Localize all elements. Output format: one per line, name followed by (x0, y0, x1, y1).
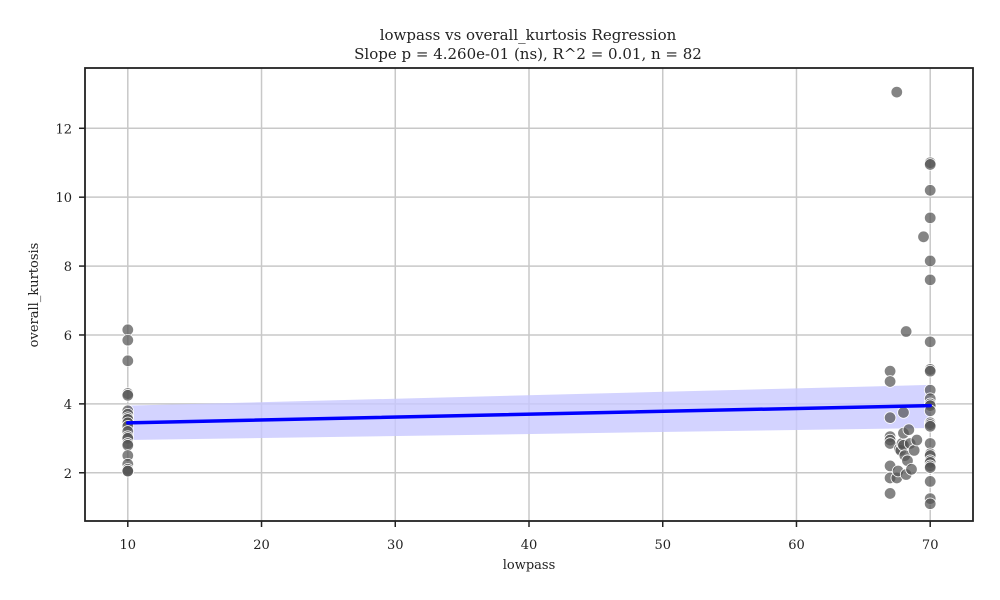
axis-ticks: 10 20 30 40 50 60 70 2 4 6 8 10 12 (55, 122, 938, 553)
data-point (917, 230, 930, 243)
data-point (905, 463, 918, 476)
x-tick-label: 10 (120, 538, 137, 553)
data-point (924, 184, 937, 197)
chart-subtitle: Slope p = 4.260e-01 (ns), R^2 = 0.01, n … (354, 45, 702, 63)
data-point (897, 406, 910, 419)
regression-line-group (126, 403, 932, 425)
data-point (121, 323, 134, 337)
data-point (924, 497, 937, 510)
regression-line (126, 403, 932, 425)
y-axis-label: overall_kurtosis (27, 243, 42, 348)
y-tick-label: 8 (64, 260, 72, 275)
x-tick-label: 30 (387, 538, 404, 553)
data-point (924, 335, 937, 349)
data-point (924, 437, 937, 450)
data-point (121, 333, 134, 347)
x-axis-label: lowpass (503, 558, 556, 573)
data-point (121, 464, 134, 478)
data-point (924, 158, 937, 171)
y-tick-label: 12 (55, 122, 72, 137)
data-point (883, 375, 897, 388)
data-point (883, 411, 897, 424)
data-point (883, 364, 897, 378)
data-point (907, 444, 921, 457)
data-point (924, 364, 937, 378)
data-point (121, 354, 134, 368)
data-point (924, 254, 937, 268)
x-tick-label: 50 (654, 538, 671, 553)
y-tick-label: 2 (64, 467, 72, 482)
grid-lines (85, 68, 973, 521)
data-point (883, 437, 897, 450)
data-point (924, 211, 937, 225)
data-point (899, 325, 913, 338)
x-tick-label: 40 (521, 538, 538, 553)
data-point (902, 423, 916, 436)
data-point (924, 475, 937, 488)
data-point (924, 273, 937, 287)
y-tick-label: 6 (64, 329, 72, 344)
data-point (910, 433, 924, 447)
data-point (924, 461, 937, 474)
data-point (924, 420, 937, 433)
x-tick-label: 20 (253, 538, 270, 553)
data-point (121, 439, 134, 452)
x-tick-label: 70 (922, 538, 939, 553)
data-point (890, 85, 903, 99)
data-point (883, 487, 897, 500)
x-tick-label: 60 (788, 538, 805, 553)
y-tick-label: 4 (64, 398, 72, 413)
chart-title: lowpass vs overall_kurtosis Regression (380, 26, 677, 44)
y-tick-label: 10 (55, 191, 72, 206)
data-point (121, 389, 134, 402)
